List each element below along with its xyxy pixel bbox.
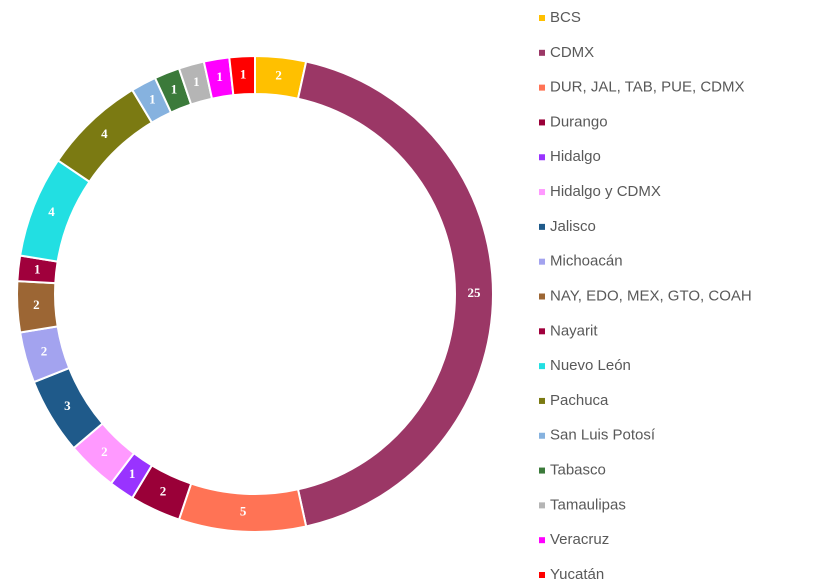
legend-label: Tamaulipas — [550, 496, 626, 513]
legend-swatch — [539, 502, 545, 509]
legend-swatch — [539, 49, 545, 56]
data-label: 5 — [240, 504, 247, 519]
legend-swatch — [539, 84, 545, 91]
legend-label: CDMX — [550, 44, 594, 61]
legend-swatch — [539, 467, 545, 474]
data-label: 2 — [275, 67, 282, 82]
data-label: 1 — [129, 466, 136, 481]
legend-swatch — [539, 293, 545, 300]
legend-swatch — [539, 223, 545, 230]
legend-label: Nuevo León — [550, 357, 631, 374]
legend-label: DUR, JAL, TAB, PUE, CDMX — [550, 79, 744, 96]
legend-label: Pachuca — [550, 392, 609, 409]
legend-swatch — [539, 328, 545, 335]
legend-swatch — [539, 258, 545, 265]
legend-label: Hidalgo y CDMX — [550, 183, 661, 200]
data-label: 3 — [64, 398, 71, 413]
legend-label: Durango — [550, 113, 608, 130]
legend-swatch — [539, 572, 545, 578]
legend-label: Nayarit — [550, 322, 598, 339]
data-label: 1 — [216, 69, 223, 84]
slice — [296, 60, 494, 528]
legend-swatch — [539, 397, 545, 404]
legend-swatch — [539, 119, 545, 126]
data-label: 2 — [33, 297, 40, 312]
data-label: 25 — [468, 285, 482, 300]
data-label: 2 — [160, 484, 167, 499]
legend-swatch — [539, 432, 545, 439]
legend-label: BCS — [550, 9, 581, 26]
legend-label: Tabasco — [550, 462, 606, 479]
legend-label: Michoacán — [550, 253, 623, 270]
legend-label: Jalisco — [550, 218, 596, 235]
data-label: 2 — [41, 344, 48, 359]
data-label: 1 — [171, 82, 178, 97]
legend-swatch — [539, 154, 545, 161]
data-label: 1 — [149, 91, 156, 106]
legend-label: Hidalgo — [550, 148, 601, 165]
legend-swatch — [539, 15, 545, 21]
legend-swatch — [539, 537, 545, 544]
data-label: 1 — [240, 66, 247, 81]
slice — [228, 54, 256, 97]
data-label: 1 — [34, 261, 41, 276]
legend-label: Yucatán — [550, 566, 604, 583]
legend-label: Veracruz — [550, 531, 609, 548]
legend-swatch — [539, 189, 545, 196]
legend-label: San Luis Potosí — [550, 427, 656, 444]
data-label: 1 — [193, 74, 200, 89]
data-label: 4 — [48, 204, 55, 219]
data-label: 4 — [101, 126, 108, 141]
legend-label: NAY, EDO, MEX, GTO, COAH — [550, 287, 752, 304]
legend-swatch — [539, 363, 545, 370]
data-label: 2 — [101, 444, 108, 459]
